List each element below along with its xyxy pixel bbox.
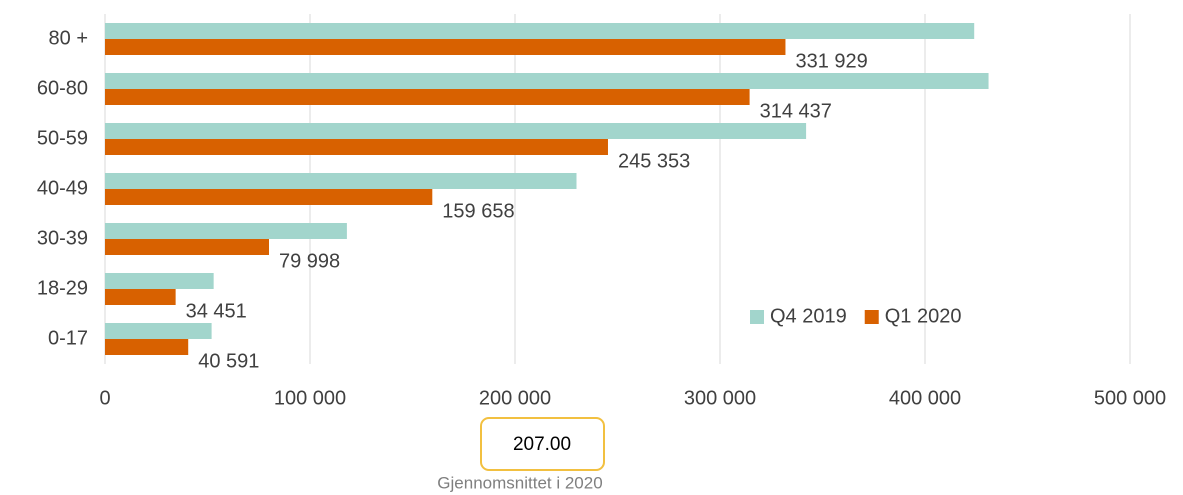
bar	[105, 39, 786, 55]
data-label: 159 658	[442, 200, 514, 222]
summary-box	[480, 417, 605, 471]
bar	[105, 89, 750, 105]
x-tick-label: 200 000	[479, 387, 551, 409]
bar	[105, 223, 347, 239]
legend-label: Q4 2019	[770, 305, 847, 327]
legend-swatch	[750, 310, 764, 324]
bar	[105, 189, 433, 205]
x-tick-label: 100 000	[274, 387, 346, 409]
bar	[105, 339, 189, 355]
data-label: 79 998	[279, 250, 340, 272]
y-tick-label: 40-49	[37, 177, 88, 199]
x-tick-label: 0	[99, 387, 110, 409]
bar	[105, 139, 608, 155]
bar	[105, 289, 176, 305]
data-label: 331 929	[795, 50, 867, 72]
x-tick-label: 300 000	[684, 387, 756, 409]
bar	[105, 323, 212, 339]
bar	[105, 23, 975, 39]
y-tick-label: 30-39	[37, 227, 88, 249]
x-tick-label: 400 000	[889, 387, 961, 409]
y-tick-label: 0-17	[48, 327, 88, 349]
data-label: 34 451	[186, 300, 247, 322]
y-tick-label: 18-29	[37, 277, 88, 299]
bar	[105, 123, 807, 139]
data-label: 314 437	[760, 100, 832, 122]
bar	[105, 173, 577, 189]
x-tick-label: 500 000	[1094, 387, 1166, 409]
data-label: 245 353	[618, 150, 690, 172]
bar	[105, 273, 214, 289]
y-tick-label: 80 +	[49, 27, 88, 49]
y-tick-label: 60-80	[37, 77, 88, 99]
summary-value: 207.00	[513, 434, 571, 455]
data-label: 40 591	[198, 350, 259, 372]
bar	[105, 73, 989, 89]
legend-swatch	[864, 310, 879, 324]
summary-caption: Gjennomsnittet i 2020	[437, 473, 602, 492]
legend-label: Q1 2020	[885, 305, 962, 327]
bar	[105, 239, 269, 255]
y-tick-label: 50-59	[37, 127, 88, 149]
